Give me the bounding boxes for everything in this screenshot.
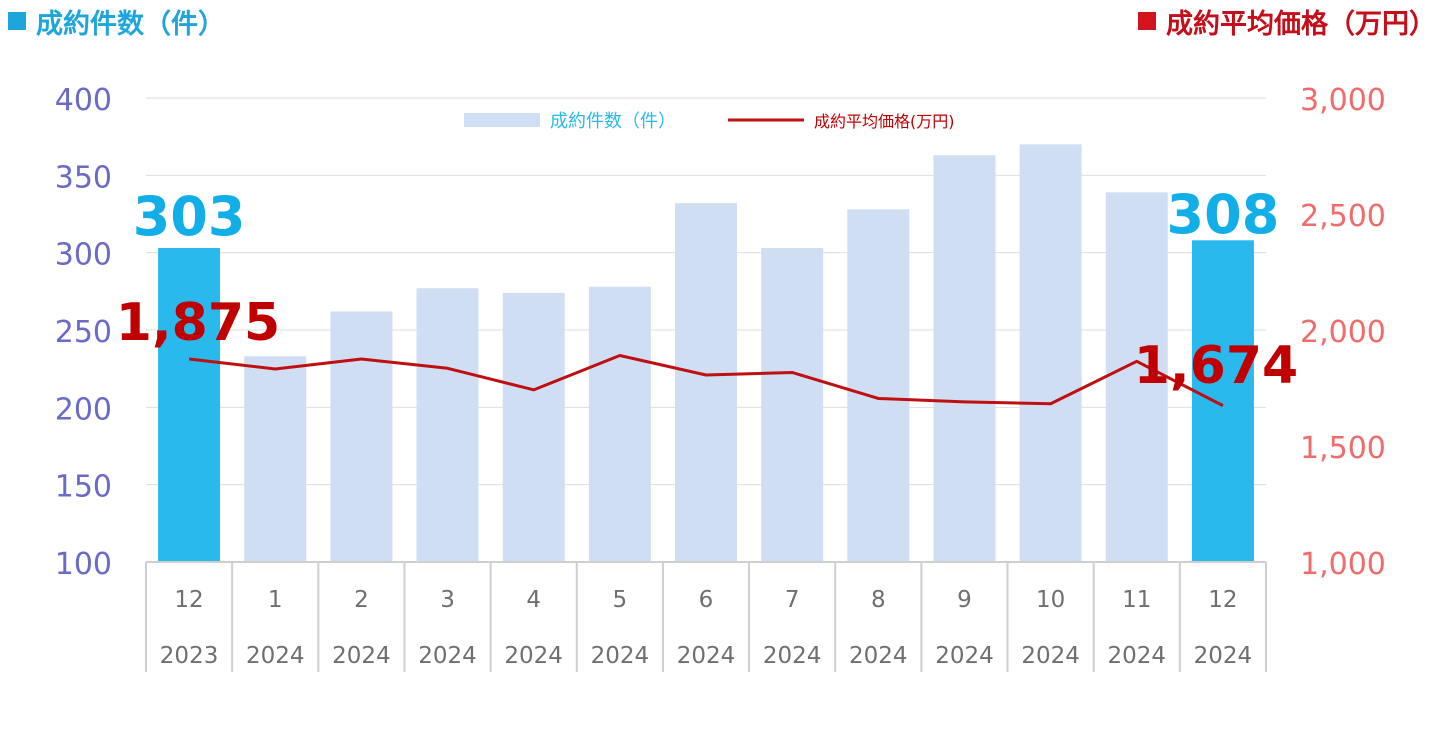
price-line — [188, 354, 1224, 407]
bar — [675, 203, 737, 562]
x-tick-label-month: 7 — [785, 587, 800, 613]
x-tick-label-month: 9 — [957, 587, 972, 613]
x-tick-label-month: 8 — [871, 587, 886, 613]
line-value-label-last: 1,674 — [1134, 336, 1298, 396]
legend-bar-label: 成約件数（件） — [550, 111, 676, 132]
bar — [330, 311, 393, 562]
bar-value-label-first: 303 — [133, 185, 246, 248]
bar — [416, 288, 479, 562]
bar-value-label-last: 308 — [1167, 183, 1280, 246]
right-axis-header: 成約平均価格（万円） — [1138, 2, 1436, 41]
bar-highlight — [1191, 240, 1254, 562]
x-tick-label-month: 12 — [174, 587, 203, 613]
x-tick-label-year: 2024 — [1107, 643, 1166, 669]
x-tick-label-month: 3 — [440, 587, 455, 613]
x-tick-label-year: 2024 — [677, 643, 736, 669]
x-tick-label-year: 2024 — [332, 643, 391, 669]
x-tick-label-year: 2024 — [935, 643, 994, 669]
bar — [847, 209, 910, 563]
x-tick-label-month: 6 — [699, 587, 714, 613]
x-tick-label-month: 11 — [1122, 587, 1151, 613]
line-value-label-first: 1,875 — [116, 293, 280, 353]
bar-highlight — [158, 248, 221, 562]
x-tick-label-month: 10 — [1036, 587, 1065, 613]
bar — [502, 292, 565, 562]
x-tick-label-month: 1 — [268, 587, 283, 613]
x-tick-label-year: 2024 — [246, 643, 305, 669]
bar — [761, 248, 824, 562]
left-axis-tick-label: 400 — [55, 83, 112, 118]
left-axis-tick-label: 250 — [55, 315, 112, 350]
left-axis-tick-label: 100 — [55, 547, 112, 582]
right-axis-tick-label: 2,000 — [1300, 315, 1386, 350]
right-axis-tick-label: 1,500 — [1300, 431, 1386, 466]
bar — [588, 286, 651, 562]
x-tick-label-year: 2024 — [418, 643, 477, 669]
x-tick-label-year: 2024 — [1021, 643, 1080, 669]
x-tick-label-year: 2024 — [504, 643, 563, 669]
right-axis-tick-label: 3,000 — [1300, 83, 1386, 118]
line-legend-square — [1138, 12, 1156, 30]
x-tick-label-month: 5 — [613, 587, 628, 613]
x-tick-label-year: 2024 — [591, 643, 650, 669]
left-axis-tick-label: 300 — [55, 238, 112, 273]
bar — [1019, 144, 1082, 562]
left-axis-tick-label: 200 — [55, 392, 112, 427]
x-tick-label-year: 2024 — [849, 643, 908, 669]
legend-bar-swatch — [464, 113, 540, 127]
bar — [1105, 192, 1168, 562]
x-tick-label-year: 2024 — [1194, 643, 1253, 669]
bar-legend-square — [8, 12, 26, 30]
x-tick-label-month: 12 — [1208, 587, 1237, 613]
x-tick-label-month: 4 — [526, 587, 541, 613]
right-axis-header-text: 成約平均価格（万円） — [1166, 9, 1436, 40]
x-tick-label-year: 2023 — [160, 643, 219, 669]
right-axis-tick-label: 2,500 — [1300, 199, 1386, 234]
legend-line-label: 成約平均価格(万円) — [814, 112, 955, 131]
left-axis-tick-label: 350 — [55, 160, 112, 195]
left-axis-header: 成約件数（件） — [8, 2, 225, 41]
bar — [933, 155, 996, 562]
bar — [244, 356, 307, 562]
x-tick-label-month: 2 — [354, 587, 369, 613]
right-axis-tick-label: 1,000 — [1300, 547, 1386, 582]
left-axis-header-text: 成約件数（件） — [36, 9, 225, 40]
left-axis-tick-label: 150 — [55, 470, 112, 505]
x-tick-label-year: 2024 — [763, 643, 822, 669]
